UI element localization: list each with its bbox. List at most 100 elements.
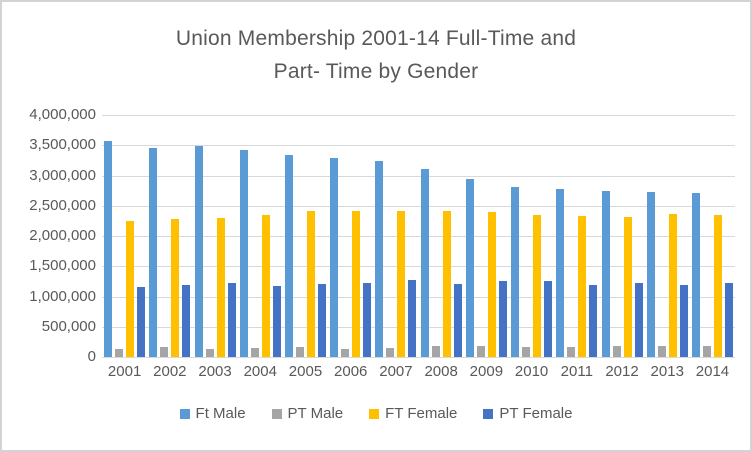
bar-ft-female-2014 xyxy=(713,215,722,357)
bar-group-2013 xyxy=(645,115,690,357)
bar-group-2014 xyxy=(690,115,735,357)
bar-pt-male-2009 xyxy=(476,346,485,357)
x-axis-label: 2002 xyxy=(153,363,187,380)
bar-pt-male-2007 xyxy=(386,348,395,357)
x-axis-label: 2009 xyxy=(469,363,504,380)
legend-swatch-icon xyxy=(179,408,190,419)
bar-ft-female-2003 xyxy=(216,218,225,357)
bar-ft-male-2006 xyxy=(330,158,339,357)
bar-pt-male-2013 xyxy=(657,346,666,357)
x-axis-label: 2010 xyxy=(514,363,549,380)
gridline xyxy=(102,296,735,298)
bar-pt-male-2010 xyxy=(522,347,531,357)
y-axis-label: 3,000,000 xyxy=(29,166,96,184)
bar-pt-female-2012 xyxy=(634,283,643,357)
gridline xyxy=(102,205,735,207)
legend-label: PT Male xyxy=(287,405,344,422)
bar-ft-female-2004 xyxy=(261,215,270,357)
bar-pt-female-2014 xyxy=(724,283,733,357)
bar-ft-male-2003 xyxy=(194,146,203,357)
bar-ft-female-2002 xyxy=(171,219,180,357)
bar-ft-male-2002 xyxy=(149,148,158,357)
bar-pt-male-2011 xyxy=(567,347,576,357)
bar-group-2006 xyxy=(328,115,373,357)
gridline xyxy=(102,266,735,268)
bar-ft-male-2007 xyxy=(375,161,384,357)
bar-ft-male-2014 xyxy=(691,193,700,357)
y-axis-label: 4,000,000 xyxy=(29,106,96,123)
legend-label: Ft Male xyxy=(195,405,246,422)
bar-group-2001 xyxy=(102,115,147,357)
legend-item-pt-male: PT Male xyxy=(271,405,344,422)
bar-pt-female-2006 xyxy=(363,283,372,357)
legend-swatch-icon xyxy=(369,408,380,419)
x-axis-label: 2006 xyxy=(334,363,368,380)
x-axis-label: 2007 xyxy=(379,363,413,380)
x-axis-label: 2008 xyxy=(424,363,458,380)
legend: Ft Male PT Male FT Female PT Female xyxy=(2,405,750,422)
bar-ft-male-2012 xyxy=(601,191,610,357)
x-axis-label: 2004 xyxy=(243,363,277,380)
bar-group-2005 xyxy=(283,115,328,357)
bar-ft-male-2009 xyxy=(465,179,474,357)
bar-pt-male-2012 xyxy=(612,346,621,357)
legend-item-ft-female: FT Female xyxy=(369,405,457,422)
bar-ft-female-2009 xyxy=(487,212,496,357)
chart-title-line-1: Union Membership 2001-14 Full-Time and xyxy=(175,27,577,50)
y-axis-label: 2,500,000 xyxy=(29,196,96,214)
bar-pt-female-2001 xyxy=(137,287,146,357)
bar-ft-female-2013 xyxy=(668,214,677,357)
gridline xyxy=(102,175,735,177)
plot-area xyxy=(102,115,735,358)
legend-item-ft-male: Ft Male xyxy=(179,405,246,422)
bar-group-2003 xyxy=(192,115,237,357)
bar-group-2007 xyxy=(373,115,418,357)
bar-ft-female-2001 xyxy=(126,221,135,357)
y-axis-label: 1,500,000 xyxy=(29,257,96,275)
chart-title-line-2: Part- Time by Gender xyxy=(273,60,479,83)
y-axis: 0 500,000 1,000,000 1,500,000 2,000,000 2,500… xyxy=(2,2,96,450)
y-axis-label: 0 xyxy=(87,348,96,365)
bar-pt-female-2005 xyxy=(317,284,326,357)
bar-group-2009 xyxy=(464,115,509,357)
bar-ft-male-2013 xyxy=(646,192,655,357)
bar-pt-female-2007 xyxy=(408,280,417,357)
gridline xyxy=(102,326,735,328)
bar-pt-male-2002 xyxy=(160,347,169,357)
bar-ft-female-2007 xyxy=(397,211,406,357)
bar-pt-male-2004 xyxy=(250,348,259,357)
bar-ft-male-2011 xyxy=(556,189,565,357)
bar-pt-female-2002 xyxy=(182,285,191,357)
bar-group-2010 xyxy=(509,115,554,357)
bar-pt-female-2008 xyxy=(453,284,462,357)
bar-ft-male-2004 xyxy=(239,150,248,357)
bar-ft-female-2006 xyxy=(352,211,361,357)
x-axis-label: 2011 xyxy=(560,363,593,380)
bar-pt-male-2005 xyxy=(295,347,304,357)
y-axis-label: 500,000 xyxy=(41,317,96,335)
bar-ft-male-2008 xyxy=(420,169,429,357)
legend-swatch-icon xyxy=(483,408,494,419)
bar-ft-female-2012 xyxy=(623,217,632,357)
y-axis-label: 2,000,000 xyxy=(29,227,96,244)
bar-group-2002 xyxy=(147,115,192,357)
bar-ft-male-2005 xyxy=(284,155,293,357)
x-axis-label: 2014 xyxy=(695,363,730,380)
bar-pt-male-2014 xyxy=(702,346,711,357)
bar-group-2011 xyxy=(554,115,599,357)
legend-swatch-icon xyxy=(271,408,282,419)
bar-group-2012 xyxy=(599,115,644,357)
gridline xyxy=(102,115,735,116)
bar-pt-female-2004 xyxy=(272,286,281,357)
bar-ft-male-2010 xyxy=(511,187,520,357)
x-axis: 2001 2002 2003 2004 2005 2006 2007 2008 2009 2010… xyxy=(102,363,735,380)
bar-ft-male-2001 xyxy=(104,141,113,357)
bar-pt-male-2003 xyxy=(205,349,214,357)
bar-ft-female-2008 xyxy=(442,211,451,357)
gridline xyxy=(102,357,735,358)
x-axis-label: 2003 xyxy=(198,363,232,380)
x-axis-label: 2012 xyxy=(605,363,639,380)
gridline xyxy=(102,236,735,237)
bar-pt-female-2003 xyxy=(227,283,236,357)
x-axis-label: 2005 xyxy=(288,363,323,380)
